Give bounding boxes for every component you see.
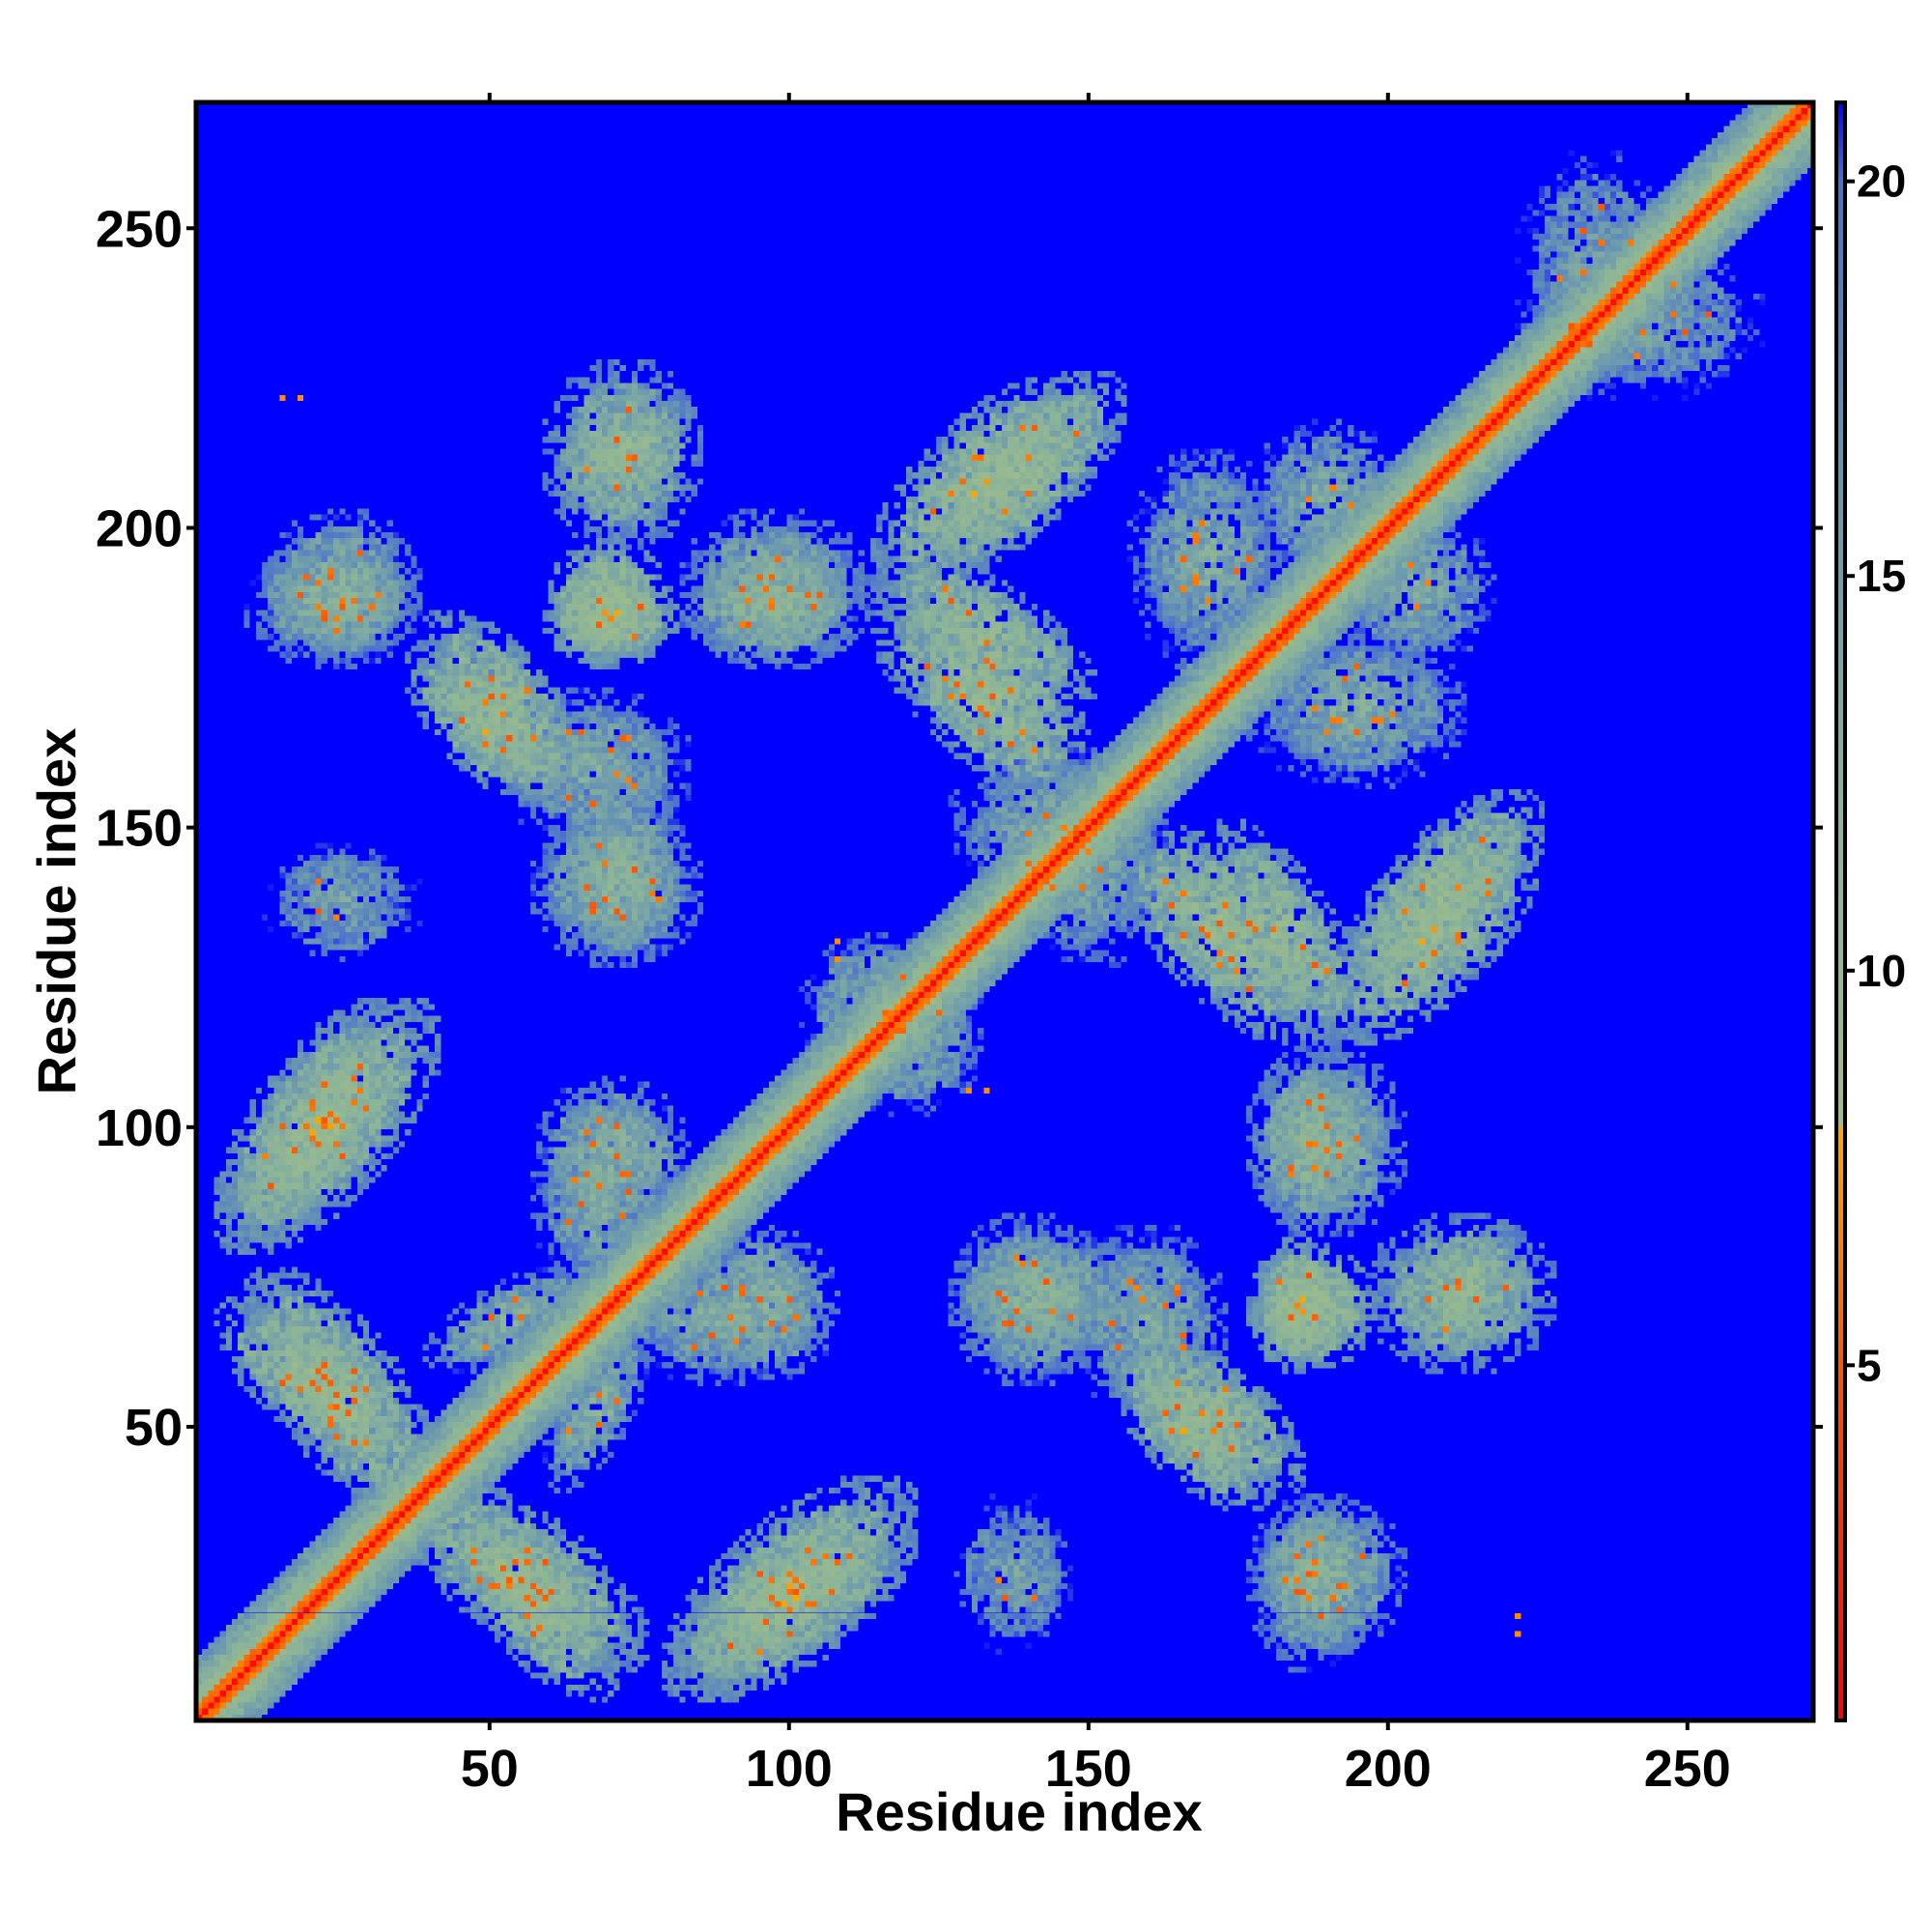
x-axis: 50 100 150 200 250	[461, 93, 1731, 1798]
colorbar-tick-label: 10	[1857, 946, 1906, 996]
colorbar-tick-label: 20	[1857, 156, 1906, 207]
heatmap-cell-group	[208, 108, 1814, 1720]
y-tick-label: 150	[96, 800, 183, 858]
y-tick-label: 50	[125, 1399, 183, 1457]
y-tick-label: 100	[96, 1099, 183, 1157]
colorbar-ticks: 5 10 15 20	[1845, 156, 1906, 1390]
y-axis-label: Residue index	[26, 728, 87, 1095]
x-tick-label: 250	[1644, 1740, 1731, 1798]
colorbar-gradient	[1834, 100, 1847, 1722]
heatmap-cell-group	[196, 102, 1813, 1720]
plot-frame	[193, 99, 1816, 1723]
x-tick-label: 100	[746, 1740, 833, 1798]
y-tick-label: 250	[96, 200, 183, 258]
colorbar-tick-label: 15	[1857, 551, 1906, 601]
heatmap-cell-group	[219, 102, 1807, 1691]
heatmap-cell-group	[213, 108, 1796, 1715]
heatmap-cell-group	[208, 114, 1777, 1691]
x-tick-label: 150	[1045, 1740, 1132, 1798]
x-tick-label: 50	[461, 1740, 519, 1798]
x-axis-label: Residue index	[836, 1781, 1203, 1842]
colorbar: 5 10 15 20	[1834, 100, 1906, 1722]
heatmap-cell-group	[202, 102, 1796, 1709]
heatmap-cell-group	[208, 114, 1802, 1703]
heatmap-cell-group	[232, 114, 1807, 1691]
heatmap-cell-group	[202, 114, 1807, 1691]
heatmap-cell-group	[243, 131, 1813, 1703]
heatmap-cell-group	[232, 144, 1754, 1667]
colorbar-tick-label: 5	[1857, 1340, 1882, 1390]
heatmap-cells	[196, 102, 1814, 1721]
heatmap-cell-group	[219, 126, 1796, 1721]
heatmap-cell-group	[213, 114, 1813, 1715]
x-tick-label: 200	[1345, 1740, 1432, 1798]
y-tick-label: 200	[96, 499, 183, 557]
y-axis: 50 100 150 200 250	[96, 200, 1823, 1457]
